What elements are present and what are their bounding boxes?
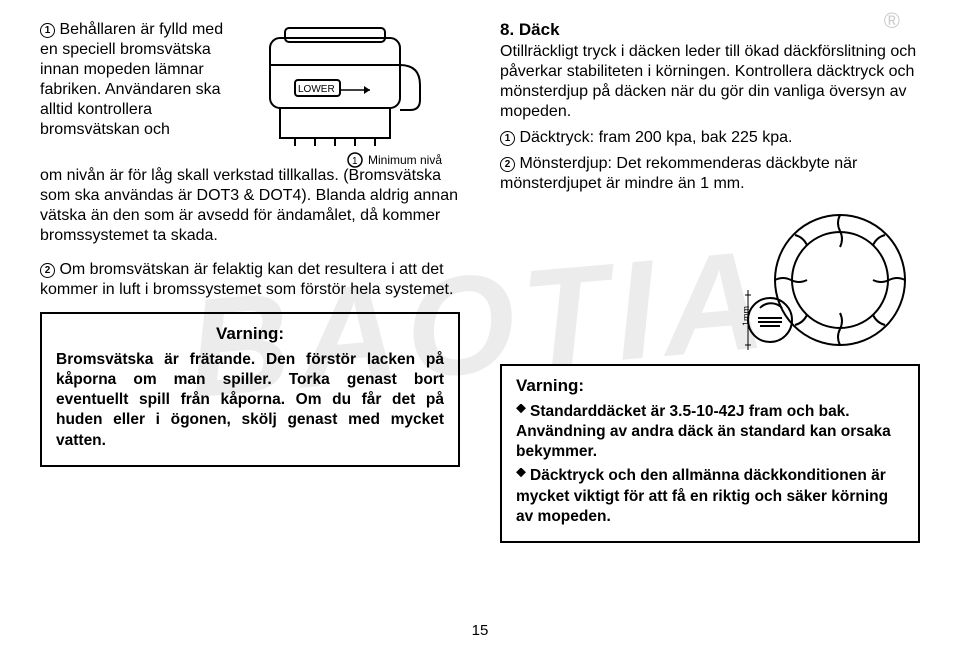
left-para-1b: om nivån är för låg skall verkstad tillk… xyxy=(40,166,460,246)
min-level-label: Minimum nivå xyxy=(368,153,442,167)
right-item2-text: Mönsterdjup: Det rekommenderas däckbyte … xyxy=(500,155,857,192)
page-number: 15 xyxy=(472,622,489,639)
left-para-2: 2 Om bromsvätskan är felaktig kan det re… xyxy=(40,260,460,300)
section-heading-tires: 8. Däck xyxy=(500,20,920,40)
left-warning-body: Bromsvätska är frätande. Den förstör lac… xyxy=(56,350,444,451)
circled-1-right-icon: 1 xyxy=(500,131,515,146)
page-content: 1 Behållaren är fylld med en speciell br… xyxy=(0,0,960,553)
tire-1mm-label: 1mm xyxy=(741,306,751,326)
left-warning-box: Varning: Bromsvätska är frätande. Den fö… xyxy=(40,312,460,467)
right-wb1-text: Standarddäcket är 3.5-10-42J fram och ba… xyxy=(516,403,891,460)
right-intro: Otillräckligt tryck i däcken leder till … xyxy=(500,42,920,122)
circled-1-icon: 1 xyxy=(40,23,55,38)
right-warning-bullet-2: Däcktryck och den allmänna däckkondition… xyxy=(516,466,904,526)
right-warning-title: Varning: xyxy=(516,376,904,396)
lower-label: LOWER xyxy=(298,84,335,95)
right-item-1: 1 Däcktryck: fram 200 kpa, bak 225 kpa. xyxy=(500,128,920,148)
left-p2-text: Om bromsvätskan är felaktig kan det resu… xyxy=(40,261,453,298)
right-item-2: 2 Mönsterdjup: Det rekommenderas däckbyt… xyxy=(500,154,920,194)
diamond-bullet-icon xyxy=(516,404,526,414)
right-wb2-text: Däcktryck och den allmänna däckkondition… xyxy=(516,467,888,524)
diamond-bullet-icon xyxy=(516,468,526,478)
reservoir-diagram: LOWER 1 Minimum nivå xyxy=(240,20,460,170)
right-warning-box: Varning: Standarddäcket är 3.5-10-42J fr… xyxy=(500,364,920,543)
left-top-row: 1 Behållaren är fylld med en speciell br… xyxy=(40,20,460,170)
circled-2-icon: 2 xyxy=(40,263,55,278)
left-warning-title: Varning: xyxy=(56,324,444,344)
right-item1-text: Däcktryck: fram 200 kpa, bak 225 kpa. xyxy=(515,129,792,146)
left-column: 1 Behållaren är fylld med en speciell br… xyxy=(40,20,460,543)
left-para-1a: 1 Behållaren är fylld med en speciell br… xyxy=(40,20,232,140)
right-warning-bullet-1: Standarddäcket är 3.5-10-42J fram och ba… xyxy=(516,402,904,462)
tire-diagram: 1mm xyxy=(740,200,920,360)
left-p1a-text: Behållaren är fylld med en speciell brom… xyxy=(40,21,223,138)
circled-2-right-icon: 2 xyxy=(500,157,515,172)
right-column: 8. Däck Otillräckligt tryck i däcken led… xyxy=(500,20,920,543)
